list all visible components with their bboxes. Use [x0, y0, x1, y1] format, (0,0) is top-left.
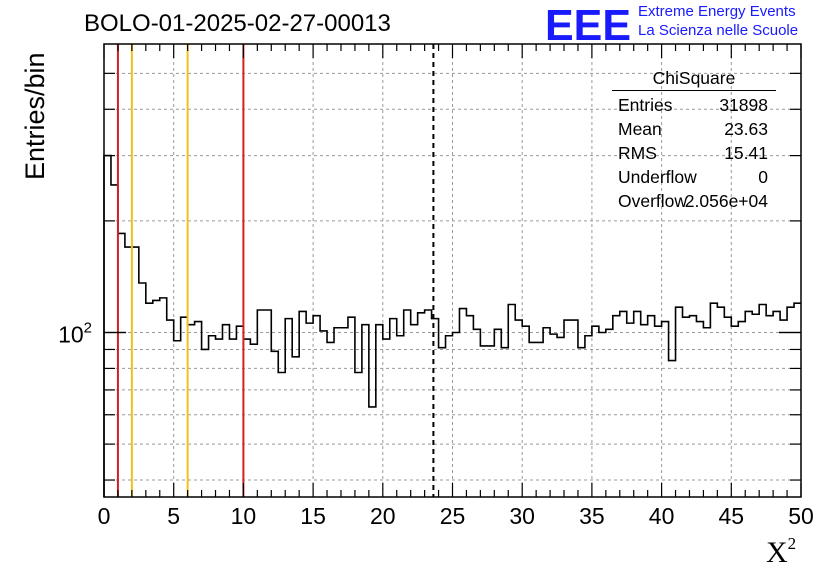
x-tick-label: 35 — [579, 503, 605, 529]
logo-line2: La Scienza nelle Scuole — [638, 22, 799, 39]
logo-line1: Extreme Energy Events — [638, 3, 796, 20]
stats-key: Overflow — [618, 191, 688, 211]
chart-title: BOLO-01-2025-02-27-00013 — [84, 10, 391, 37]
x-axis-label-base: X — [766, 536, 788, 569]
x-axis-label-sup: 2 — [787, 534, 797, 553]
stats-value: 15.41 — [724, 143, 768, 163]
stats-value: 2.056e+04 — [684, 191, 768, 211]
stats-row-overflow: Overflow 2.056e+04 — [612, 189, 776, 213]
stats-key: Underflow — [618, 167, 697, 187]
stats-row-entries: Entries 31898 — [612, 93, 776, 117]
x-tick-label: 10 — [231, 503, 257, 529]
plot-area — [104, 44, 801, 497]
stats-box: ChiSquare Entries 31898 Mean 23.63 RMS 15.4… — [612, 66, 776, 213]
histogram-line — [103, 154, 801, 497]
x-tick-label: 25 — [440, 503, 466, 529]
stats-key: Mean — [618, 119, 662, 139]
x-axis-label: X2 — [766, 534, 797, 570]
x-tick-label: 45 — [719, 503, 745, 529]
x-tick-label: 50 — [788, 503, 814, 529]
y-tick-label: 102 — [58, 319, 92, 347]
stats-value: 23.63 — [724, 119, 768, 139]
x-tick-label: 0 — [98, 503, 111, 529]
stats-row-underflow: Underflow 0 — [612, 165, 776, 189]
stats-row-rms: RMS 15.41 — [612, 141, 776, 165]
stats-value: 0 — [758, 167, 768, 187]
logo-caption: Extreme Energy Events La Scienza nelle S… — [638, 2, 798, 40]
stats-row-mean: Mean 23.63 — [612, 117, 776, 141]
x-tick-label: 40 — [649, 503, 675, 529]
stats-title: ChiSquare — [612, 66, 776, 91]
stats-value: 31898 — [719, 95, 768, 115]
x-tick-label: 30 — [509, 503, 535, 529]
stats-key: RMS — [618, 143, 657, 163]
x-tick-label: 5 — [167, 503, 180, 529]
stats-key: Entries — [618, 95, 673, 115]
x-tick-label: 15 — [300, 503, 326, 529]
x-tick-label: 20 — [370, 503, 396, 529]
logo-letters: EEE — [545, 2, 631, 44]
eee-logo: EEE — [545, 2, 631, 44]
